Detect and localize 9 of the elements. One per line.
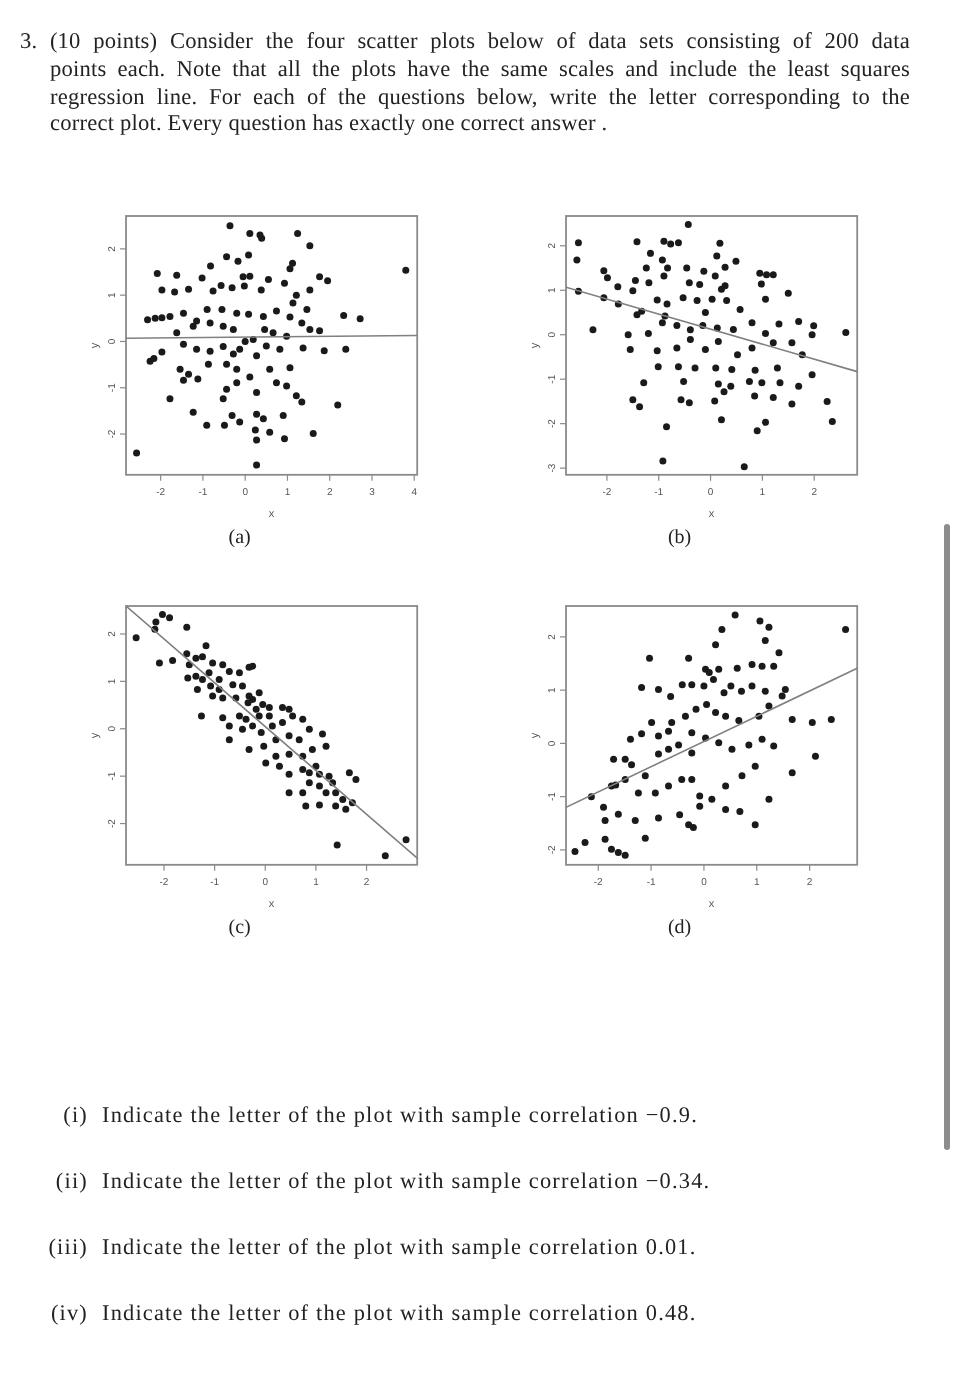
text: (i) Indicate the letter of the plot with sample correlation −0.9. xyxy=(61,1103,698,1129)
text: (a) xyxy=(229,527,252,550)
text: (iii) Indicate the letter of the plot with sample correlation 0.01. xyxy=(46,1236,697,1263)
text: (ii) Indicate the letter of the plot with sample correlation −0.34. xyxy=(53,1169,711,1196)
text: (b) xyxy=(667,527,691,550)
text: (c) xyxy=(229,917,252,940)
text: 3. (10 points) Consider the four scatter plots below of data sets consisting of 200 data points each. Note that all the plots have the same scales and include the least squares regression line. For each of the questions below, write the letter corresponding to the correct plot. Every question has exactly one correct answer . xyxy=(20,29,910,141)
text: (d) xyxy=(667,917,691,940)
text: (iv) Indicate the letter of the plot with sample correlation 0.48. xyxy=(48,1302,697,1329)
